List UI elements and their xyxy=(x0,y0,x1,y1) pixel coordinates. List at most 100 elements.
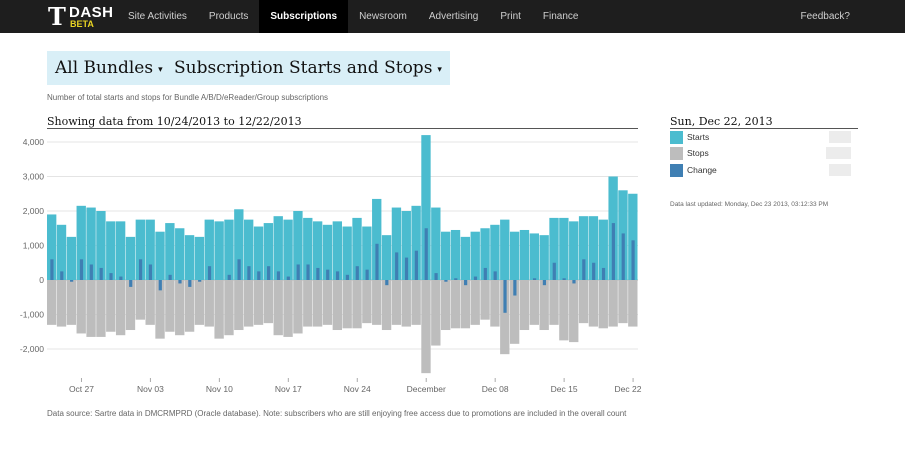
x-tick-label: Dec 15 xyxy=(551,384,578,394)
nav-item-site-activities[interactable]: Site Activities xyxy=(128,11,187,22)
starts-bar xyxy=(598,219,608,280)
starts-bar xyxy=(342,226,352,280)
nav-item-print[interactable]: Print xyxy=(500,11,521,22)
legend-value-box xyxy=(829,131,851,143)
nav-item-advertising[interactable]: Advertising xyxy=(428,11,479,22)
x-tick-label: Dec 22 xyxy=(615,384,642,394)
nav-item-newsroom[interactable]: Newsroom xyxy=(359,11,407,22)
legend-label: Starts xyxy=(687,132,710,142)
stops-bar xyxy=(76,280,86,334)
change-bar xyxy=(601,267,606,280)
legend-swatch-stops xyxy=(670,147,683,160)
metric-dropdown-label: Subscription Starts and Stops xyxy=(174,58,433,78)
starts-bar xyxy=(273,216,283,280)
starts-bar xyxy=(431,207,441,280)
logo-name: DASH xyxy=(69,4,114,21)
data-source-footnote: Data source: Sartre data in DMCRMPRD (Or… xyxy=(47,409,627,418)
change-bar xyxy=(79,259,84,280)
stops-bar xyxy=(244,280,254,327)
starts-bar xyxy=(450,229,461,280)
change-bar xyxy=(227,274,231,280)
starts-bar xyxy=(509,231,520,280)
chart-description: Number of total starts and stops for Bun… xyxy=(47,93,329,102)
stops-bar xyxy=(125,280,136,331)
starts-bar xyxy=(578,216,589,280)
stops-bar xyxy=(47,280,57,325)
starts-bar xyxy=(184,235,195,280)
x-tick-label: December xyxy=(407,384,446,394)
starts-bar xyxy=(145,219,155,280)
starts-bar xyxy=(500,219,510,280)
starts-bar xyxy=(441,231,451,280)
starts-bar xyxy=(539,235,549,280)
change-bar xyxy=(148,264,153,280)
stops-bar xyxy=(608,280,618,327)
change-bar xyxy=(532,278,537,280)
change-bar xyxy=(414,250,418,280)
stops-bar xyxy=(578,280,589,324)
stops-bar xyxy=(283,280,293,337)
last-updated: Data last updated: Monday, Dec 23 2013, … xyxy=(670,201,829,208)
stops-bar xyxy=(115,280,126,336)
starts-bar xyxy=(293,211,303,280)
starts-bar xyxy=(559,217,569,280)
y-tick-label: 2,000 xyxy=(23,206,45,216)
stops-bar xyxy=(470,280,480,325)
x-tick-label: Nov 03 xyxy=(137,384,164,394)
date-range-text: Showing data from 10/24/2013 to 12/22/20… xyxy=(47,115,302,128)
x-tick-label: Dec 08 xyxy=(482,384,509,394)
legend-label: Change xyxy=(687,165,717,175)
starts-bar xyxy=(135,219,145,280)
change-bar xyxy=(316,267,320,280)
starts-bar xyxy=(362,226,372,280)
change-bar xyxy=(513,280,517,296)
stops-bar xyxy=(509,280,520,344)
stops-bar xyxy=(362,280,372,324)
starts-bar xyxy=(322,224,333,280)
stops-bar xyxy=(96,280,106,337)
stops-bar xyxy=(322,280,333,325)
x-tick-label: Oct 27 xyxy=(69,384,94,394)
y-tick-label: 1,000 xyxy=(23,241,45,251)
metric-dropdown[interactable]: Subscription Starts and Stops ▾ xyxy=(166,51,450,85)
nav-item-products[interactable]: Products xyxy=(208,11,249,22)
y-tick-label: 0 xyxy=(39,275,44,285)
change-bar xyxy=(138,259,143,280)
nav-item-finance[interactable]: Finance xyxy=(542,11,579,22)
starts-bar xyxy=(253,226,264,280)
change-bar xyxy=(631,240,635,280)
starts-bar xyxy=(263,223,274,280)
stops-bar xyxy=(293,280,303,334)
change-bar xyxy=(375,243,379,280)
stops-bar xyxy=(411,280,421,325)
nyt-t-logo-icon: T xyxy=(48,2,66,31)
sidebar-rule xyxy=(670,128,858,129)
change-bar xyxy=(129,280,133,287)
stops-bar xyxy=(175,280,185,336)
change-bar xyxy=(345,274,350,280)
nav-item-subscriptions[interactable]: Subscriptions xyxy=(259,0,349,33)
starts-bar xyxy=(569,221,579,280)
change-bar xyxy=(158,280,162,291)
change-bar xyxy=(286,276,290,280)
starts-bar xyxy=(283,219,293,280)
change-bar xyxy=(395,252,399,280)
stops-bar xyxy=(145,280,155,325)
feedback-link[interactable]: Feedback? xyxy=(800,11,850,22)
starts-bar xyxy=(224,219,234,280)
stops-bar xyxy=(569,280,579,343)
main-nav: Site Activities Products Subscriptions News… xyxy=(117,0,589,33)
bundle-dropdown[interactable]: All Bundles ▾ xyxy=(47,51,171,85)
change-bar xyxy=(89,264,93,280)
y-tick-label: 4,000 xyxy=(23,137,45,147)
stops-bar xyxy=(598,280,608,329)
starts-bar xyxy=(244,219,254,280)
change-bar xyxy=(247,266,251,280)
starts-bar xyxy=(480,228,490,280)
change-bar xyxy=(552,262,556,280)
starts-bar xyxy=(372,198,382,280)
starts-bar xyxy=(519,229,530,280)
change-bar xyxy=(99,267,103,280)
stops-bar xyxy=(224,280,234,336)
